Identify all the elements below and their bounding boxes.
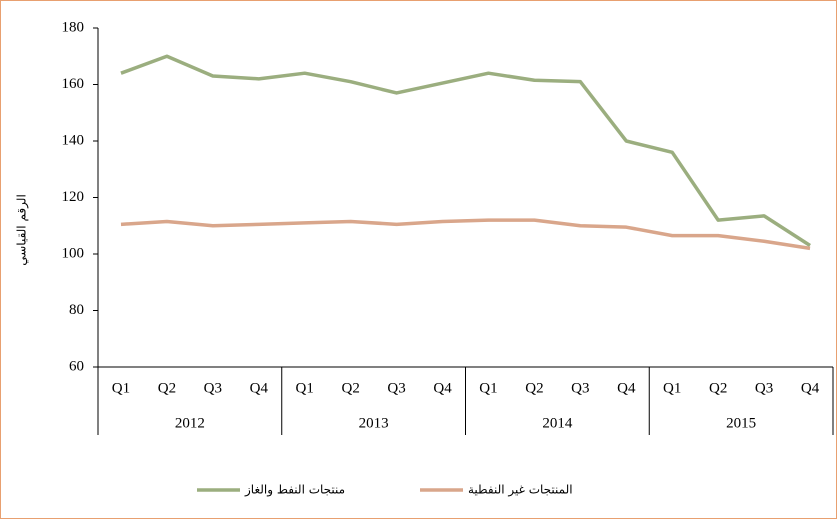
x-tick-label: Q1	[112, 380, 130, 396]
x-tick-label: Q4	[250, 380, 269, 396]
x-tick-label: Q3	[755, 380, 773, 396]
y-tick-label: 180	[62, 19, 85, 35]
x-tick-label: Q3	[204, 380, 222, 396]
x-tick-label: Q4	[617, 380, 636, 396]
x-tick-label: Q2	[709, 380, 727, 396]
group-label: 2014	[542, 415, 573, 431]
y-tick-label: 60	[69, 358, 84, 374]
line-series	[120, 54, 811, 247]
x-tick-label: Q2	[341, 380, 359, 396]
y-tick-label: 120	[62, 189, 85, 205]
x-tick-label: Q2	[158, 380, 176, 396]
x-tick-label: Q1	[663, 380, 681, 396]
x-tick-label: Q1	[479, 380, 497, 396]
y-tick-label: 80	[69, 302, 84, 318]
x-tick-label: Q4	[801, 380, 820, 396]
x-tick-label: Q2	[525, 380, 543, 396]
y-axis-label: الرقم القياسي	[15, 194, 30, 266]
legend-label: المنتجات غير النفطية	[468, 483, 573, 498]
x-tick-label: Q3	[571, 380, 589, 396]
group-label: 2015	[726, 415, 756, 431]
group-label: 2013	[359, 415, 389, 431]
y-tick-label: 160	[62, 76, 85, 92]
line-series	[120, 218, 811, 251]
group-label: 2012	[175, 415, 205, 431]
x-tick-label: Q1	[296, 380, 314, 396]
y-tick-label: 100	[62, 245, 85, 261]
y-tick-label: 140	[62, 132, 85, 148]
x-tick-label: Q3	[387, 380, 405, 396]
x-tick-label: Q4	[433, 380, 452, 396]
legend-label: منتجات النفط والغاز	[244, 483, 345, 498]
